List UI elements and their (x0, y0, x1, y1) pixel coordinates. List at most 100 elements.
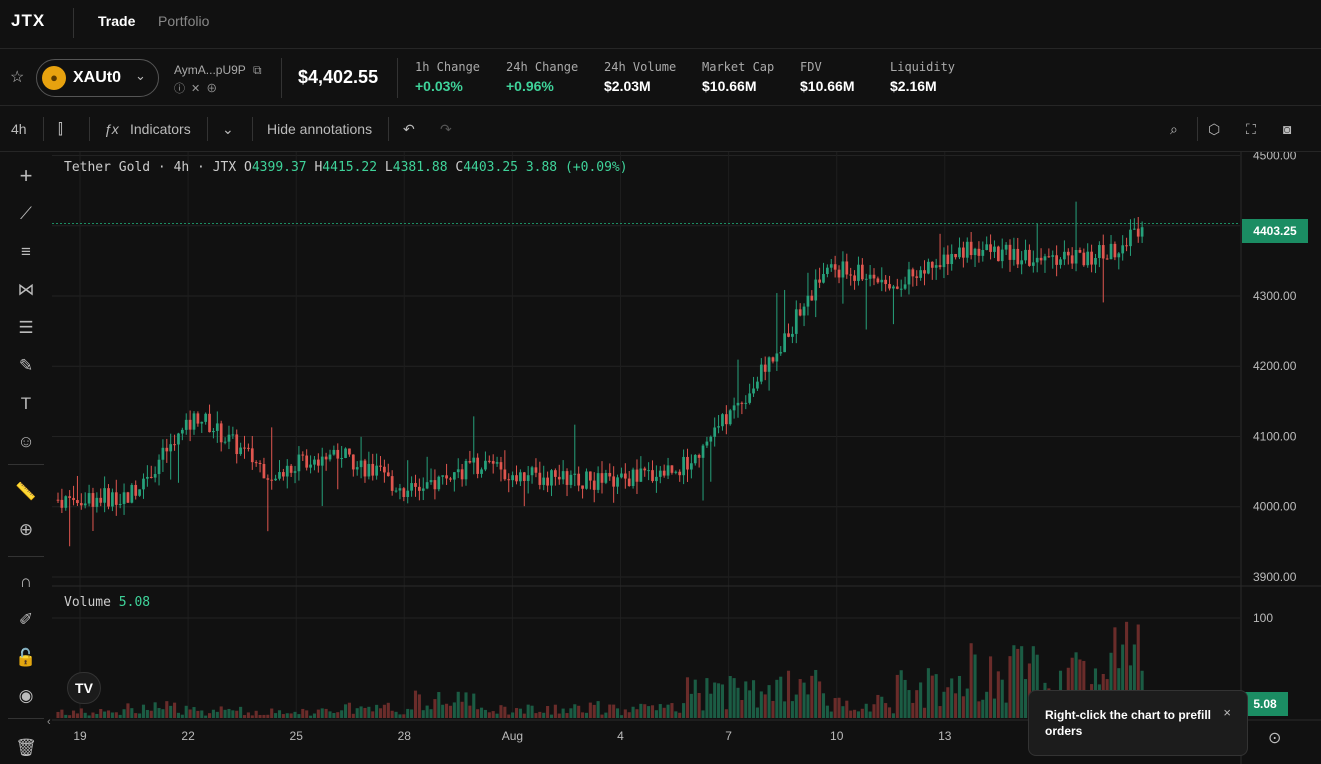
toolbar-divider (89, 117, 90, 141)
volume-bar (332, 713, 336, 718)
candle-body (161, 447, 165, 460)
undo-icon[interactable]: ↶ (403, 121, 415, 137)
volume-bar (818, 681, 822, 718)
horizontal-lines-icon[interactable]: ≡ (21, 242, 31, 261)
hide-annotations-button[interactable]: Hide annotations (267, 121, 373, 137)
price-chart[interactable]: 4500.004400.004300.004200.004100.004000.… (52, 152, 1321, 764)
tab-portfolio[interactable]: Portfolio (158, 13, 210, 29)
camera-icon[interactable]: ◙ (1283, 121, 1292, 137)
volume-bar (934, 674, 938, 718)
brush-icon[interactable]: ✎ (18, 356, 34, 375)
chevron-down-icon[interactable]: ⌄ (222, 121, 234, 137)
x-icon[interactable]: ✕ (191, 83, 207, 95)
candle-body (643, 468, 647, 471)
change-value: 3.88 (+0.09%) (525, 160, 628, 175)
quick-search-icon[interactable]: ⌕ (1170, 121, 1178, 137)
ruler-icon[interactable]: 📏 (15, 482, 37, 501)
interval-button[interactable]: 4h (11, 121, 27, 137)
volume-bar (755, 707, 759, 718)
volume-bar (487, 712, 491, 718)
volume-bar (856, 711, 861, 718)
lock-icon[interactable]: 🔓 (15, 648, 37, 667)
candle-body (1039, 257, 1043, 261)
candle-body (810, 295, 814, 301)
globe-icon[interactable]: ⊕ (206, 83, 224, 95)
candle-body (542, 477, 546, 485)
candle-body (911, 269, 915, 277)
candle-body (157, 459, 161, 475)
candle-body (107, 488, 110, 507)
candle-body (460, 469, 464, 480)
copy-icon[interactable]: ⧉ (253, 63, 262, 77)
volume-bar (390, 710, 394, 718)
volume-bar (235, 710, 239, 718)
volume-bar (437, 692, 441, 718)
candle-body (938, 265, 942, 268)
trash-icon[interactable]: 🗑 (15, 738, 37, 757)
volume-bar (849, 710, 853, 718)
candle-body (1008, 244, 1012, 260)
volume-bar (184, 705, 188, 718)
function-icon[interactable]: ƒx (104, 121, 119, 137)
candle-type-icon[interactable]: ⫿ (58, 121, 63, 138)
candle-body (985, 244, 989, 251)
trend-line-icon[interactable]: ⟋ (20, 204, 32, 223)
candle-body (235, 434, 239, 455)
price-tick-label: 4500.00 (1253, 152, 1297, 163)
sidebar-divider (8, 718, 44, 719)
magnet-icon[interactable]: ∩ (19, 572, 33, 591)
settings-icon[interactable]: ⬡ (1208, 121, 1221, 137)
volume-tick-label: 100 (1253, 611, 1273, 625)
tradingview-logo-icon[interactable]: TV (67, 672, 101, 704)
info-icon[interactable]: ⓘ (174, 83, 191, 95)
eye-icon[interactable]: ◉ (18, 686, 34, 705)
volume-bar (452, 702, 456, 718)
star-icon[interactable]: ☆ (10, 69, 25, 86)
candle-body (227, 434, 231, 442)
collapse-sidebar-icon[interactable]: ‹ (47, 716, 51, 728)
fullscreen-icon[interactable]: ⛶ (1246, 121, 1256, 137)
volume-bar (468, 705, 472, 718)
close-icon[interactable]: × (1223, 705, 1231, 720)
pattern-icon[interactable]: ⋈ (17, 280, 35, 299)
chart-settings-icon[interactable]: ⊙ (1268, 730, 1282, 747)
crosshair-icon[interactable]: + (19, 163, 33, 188)
volume-bar (891, 713, 895, 718)
text-icon[interactable]: T (20, 394, 32, 413)
candle-body (522, 472, 526, 481)
volume-bar (853, 709, 857, 718)
time-tick-label: 7 (725, 729, 732, 743)
candle-body (1051, 255, 1055, 257)
volume-bar (658, 704, 662, 718)
candle-body (1000, 249, 1004, 262)
volume-bar (472, 693, 476, 718)
volume-bar (553, 704, 557, 718)
symbol-selector[interactable]: ● XAUt0 ⌄ (36, 59, 159, 97)
fib-icon[interactable]: ☰ (18, 318, 34, 337)
candle-body (433, 480, 437, 490)
lock-drawings-icon[interactable]: ✐ (18, 610, 34, 629)
candle-body (351, 454, 355, 470)
tab-trade[interactable]: Trade (98, 13, 136, 29)
candle-body (724, 414, 728, 425)
logo[interactable]: JTX (11, 11, 46, 30)
volume-bar (1020, 646, 1024, 718)
stat-24h-change: 24h Change +0.96% (506, 60, 578, 94)
volume-bar (1016, 648, 1020, 718)
volume-bar (1000, 679, 1004, 718)
toolbar-divider (207, 117, 208, 141)
emoji-icon[interactable]: ☺ (17, 432, 35, 451)
candle-body (305, 455, 309, 468)
candle-body (740, 402, 744, 404)
redo-icon[interactable]: ↷ (440, 121, 452, 137)
volume-bar (534, 713, 538, 718)
volume-bar (180, 714, 184, 718)
volume-bar (1031, 646, 1035, 718)
volume-bar (546, 705, 550, 718)
zoom-in-icon[interactable]: ⊕ (18, 520, 34, 539)
volume-bar (239, 706, 243, 718)
indicators-button[interactable]: Indicators (130, 121, 191, 137)
volume-bar (697, 693, 701, 718)
candle-body (1028, 249, 1031, 266)
candle-body (631, 469, 635, 486)
